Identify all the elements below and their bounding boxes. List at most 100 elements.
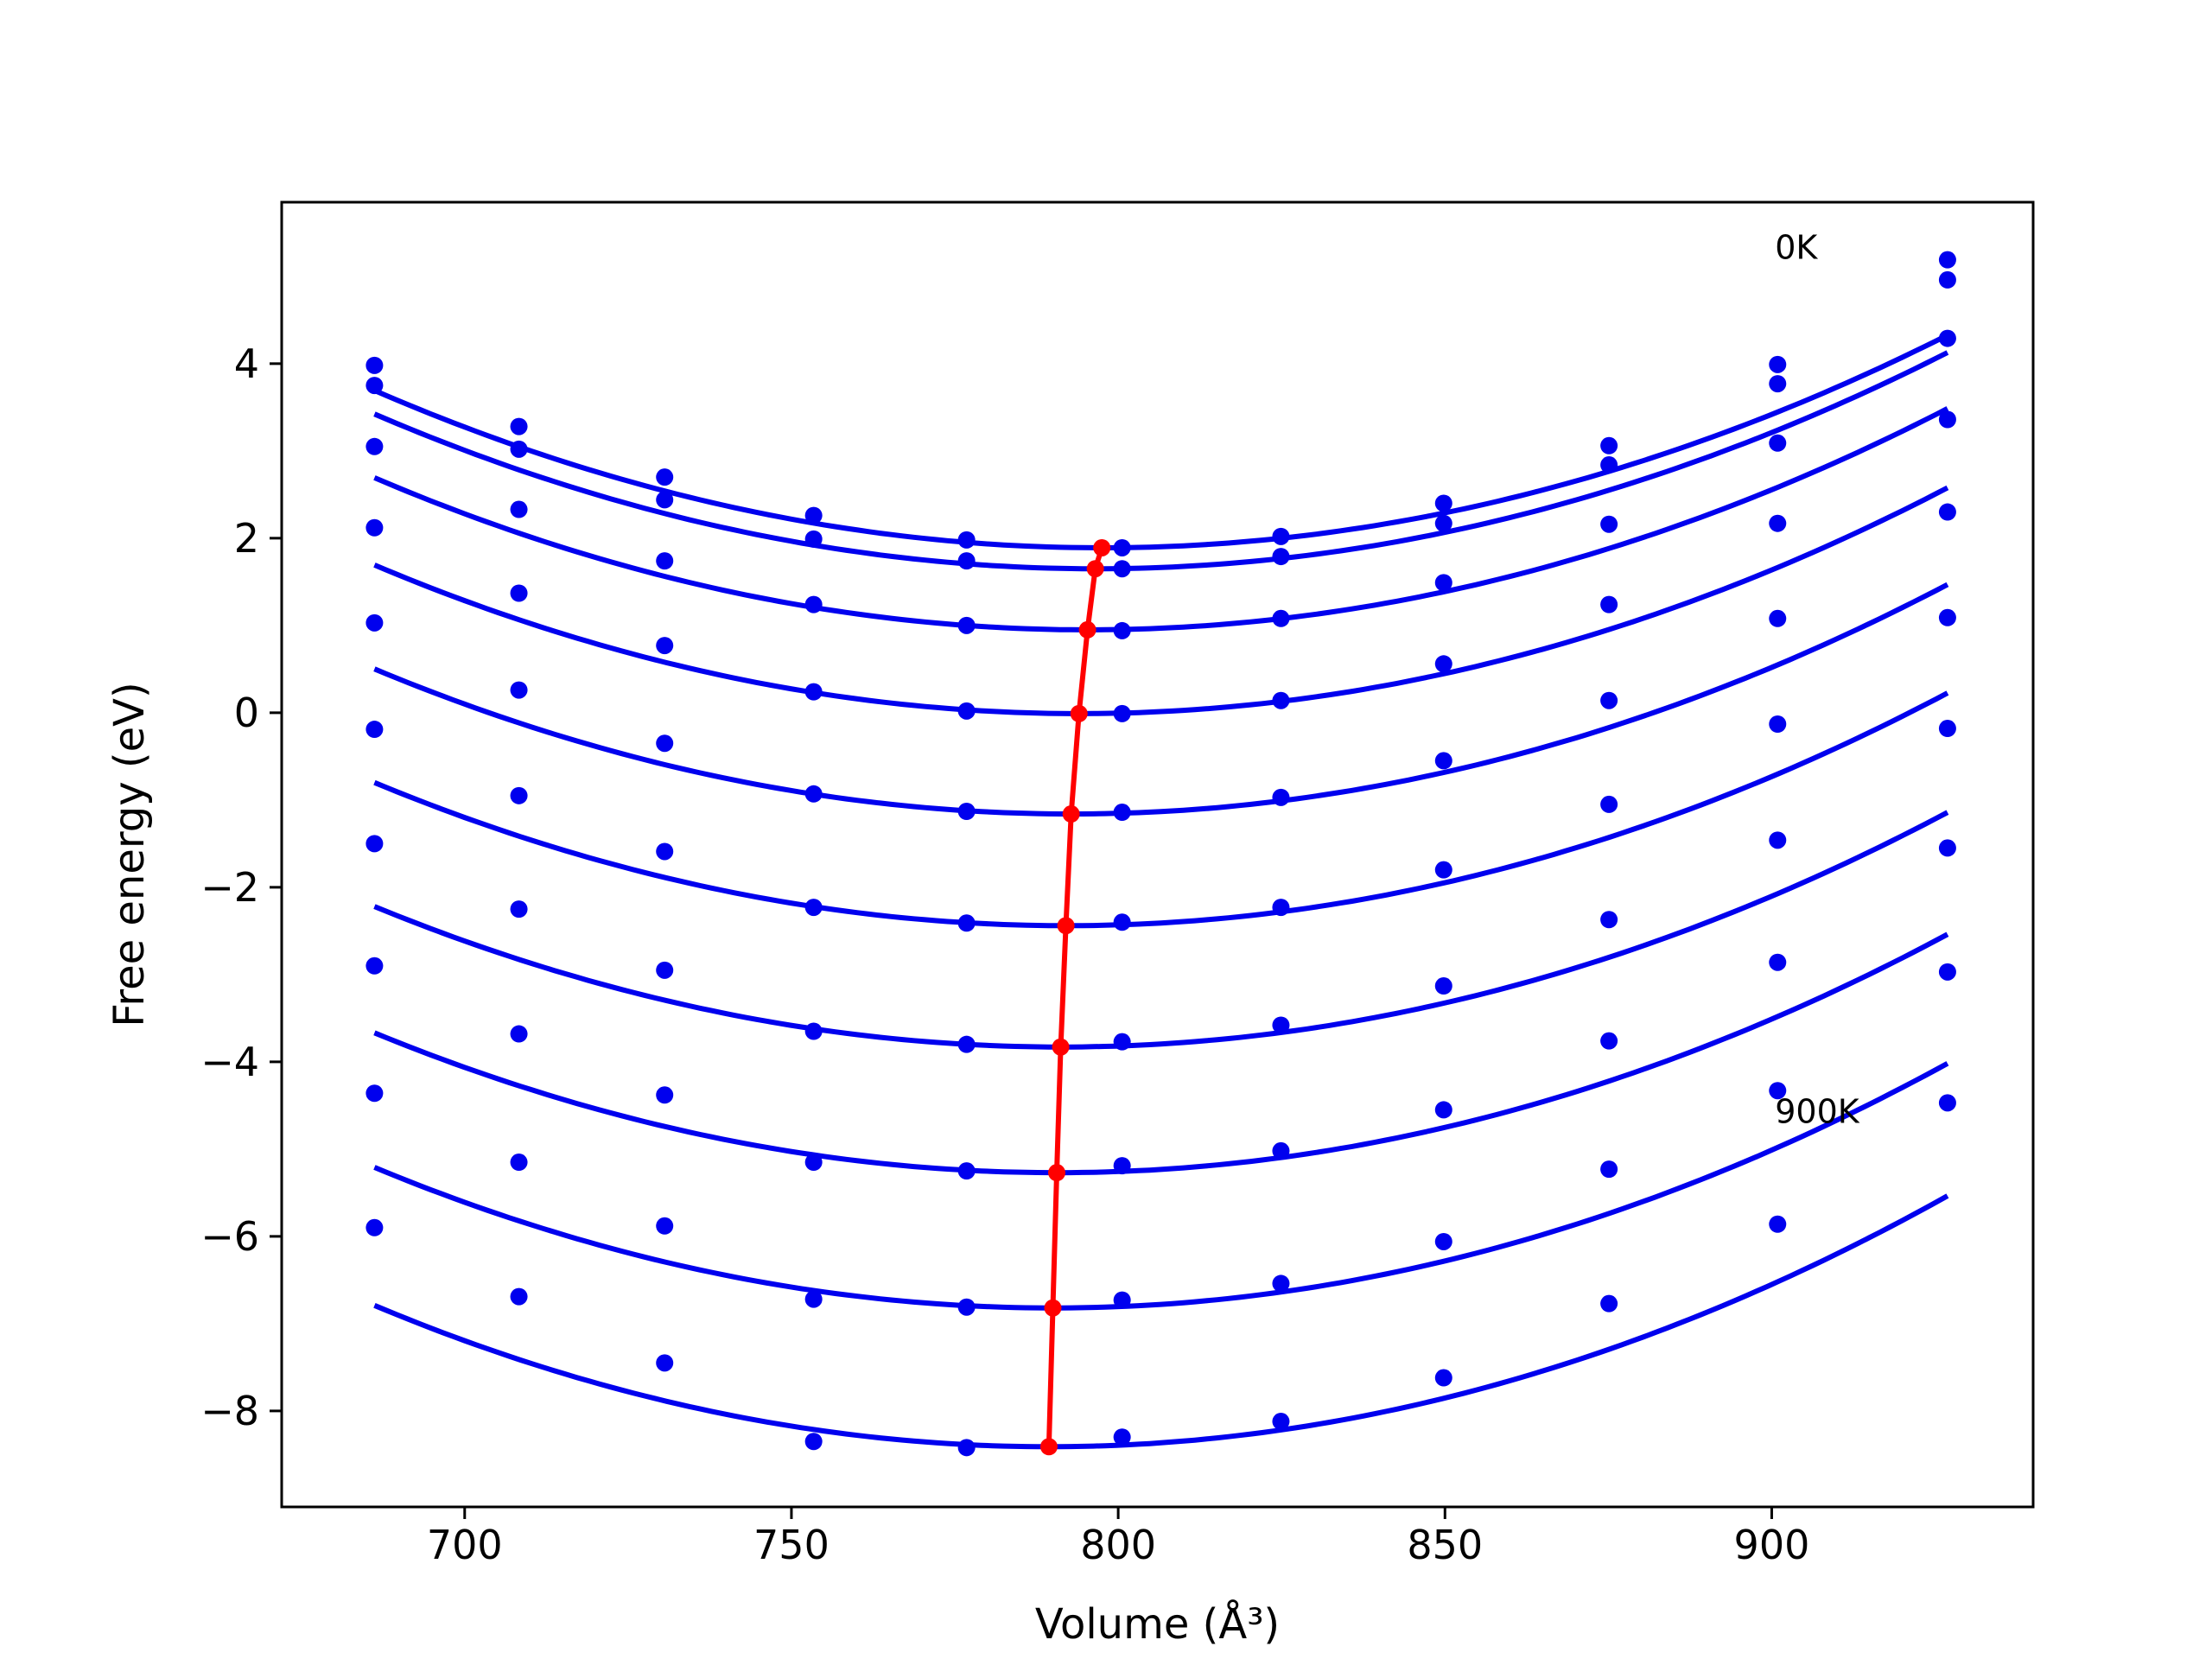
data-point [957,702,976,720]
data-point [1434,494,1452,512]
data-point [1434,1232,1452,1250]
data-point [1769,375,1787,393]
data-point [804,506,823,524]
data-point [1769,715,1787,733]
data-point [1938,251,1956,269]
x-tick-label: 800 [1080,1522,1156,1568]
y-axis-title: Free energy (eV) [105,682,154,1027]
data-point [957,1298,976,1316]
data-point [804,530,823,548]
data-point [804,1433,823,1451]
fit-curve-3 [373,485,1949,716]
data-point [804,785,823,803]
minimum-point [1044,1299,1062,1317]
data-point [957,803,976,821]
minimum-point [1048,1164,1066,1182]
data-point [510,1154,528,1172]
data-point [365,835,384,853]
data-point [957,531,976,549]
data-point [1113,704,1131,722]
minimum-point [1057,917,1075,935]
data-point [1434,514,1452,532]
data-point [1434,977,1452,995]
fit-curve-0 [373,333,1949,551]
data-point [1272,548,1290,566]
data-point [1938,720,1956,738]
x-tick-label: 750 [753,1522,830,1568]
data-point [1113,560,1131,578]
data-point [1769,609,1787,627]
data-point [1113,1157,1131,1175]
data-point [1600,436,1618,454]
data-point [365,1218,384,1236]
data-point [1938,270,1956,289]
data-point [656,1354,674,1372]
data-points [365,251,1956,1457]
fit-curve-6 [373,810,1949,1050]
x-axis-title: Volume (Å³) [1035,1599,1280,1649]
minimum-point [1039,1438,1058,1456]
data-point [1272,788,1290,806]
data-point [1272,1016,1290,1034]
data-point [365,613,384,632]
data-point [365,721,384,739]
data-point [365,1084,384,1103]
data-point [656,842,674,861]
data-point [1600,1160,1618,1179]
data-point [1938,608,1956,626]
data-point [1434,1101,1452,1119]
data-point [365,437,384,455]
data-point [656,1086,674,1104]
data-point [1272,609,1290,627]
data-point [1272,527,1290,545]
data-point [1600,595,1618,613]
data-point [1434,861,1452,879]
data-point [656,734,674,753]
data-point [957,914,976,932]
data-point [1113,1291,1131,1309]
data-point [365,356,384,374]
data-point [1113,1033,1131,1051]
data-point [510,1287,528,1306]
data-point [1600,911,1618,929]
data-point [510,681,528,699]
annotation-900k: 900K [1775,1093,1860,1131]
data-point [804,899,823,917]
fit-curves [373,333,1949,1450]
data-point [1600,691,1618,709]
data-point [365,518,384,537]
x-tick-label: 900 [1734,1522,1810,1568]
fit-curve-7 [373,931,1949,1176]
data-point [656,468,674,486]
data-point [1434,655,1452,673]
y-tick-label: 0 [234,690,259,736]
data-point [804,683,823,701]
data-point [1600,456,1618,474]
x-tick-label: 700 [427,1522,503,1568]
data-point [957,616,976,634]
data-point [1272,899,1290,917]
data-point [957,552,976,570]
data-point [1938,410,1956,429]
data-point [1769,1082,1787,1100]
data-point [1938,329,1956,347]
data-point [656,961,674,979]
data-point [957,1439,976,1457]
data-point [510,900,528,918]
y-axis-ticks: 4 2 0 −2 −4 −6 −8 [200,340,282,1434]
y-tick-label: 4 [234,340,259,387]
minimum-curve [1039,538,1111,1456]
data-point [1272,1413,1290,1431]
data-point [1272,691,1290,709]
data-point [804,1290,823,1308]
annotation-0k: 0K [1775,229,1818,267]
data-point [1113,1428,1131,1446]
data-point [957,1162,976,1180]
data-point [1769,434,1787,452]
data-point [1600,1294,1618,1313]
fit-curve-5 [373,690,1949,929]
data-point [510,440,528,458]
data-point [1272,1274,1290,1293]
data-point [656,1217,674,1235]
